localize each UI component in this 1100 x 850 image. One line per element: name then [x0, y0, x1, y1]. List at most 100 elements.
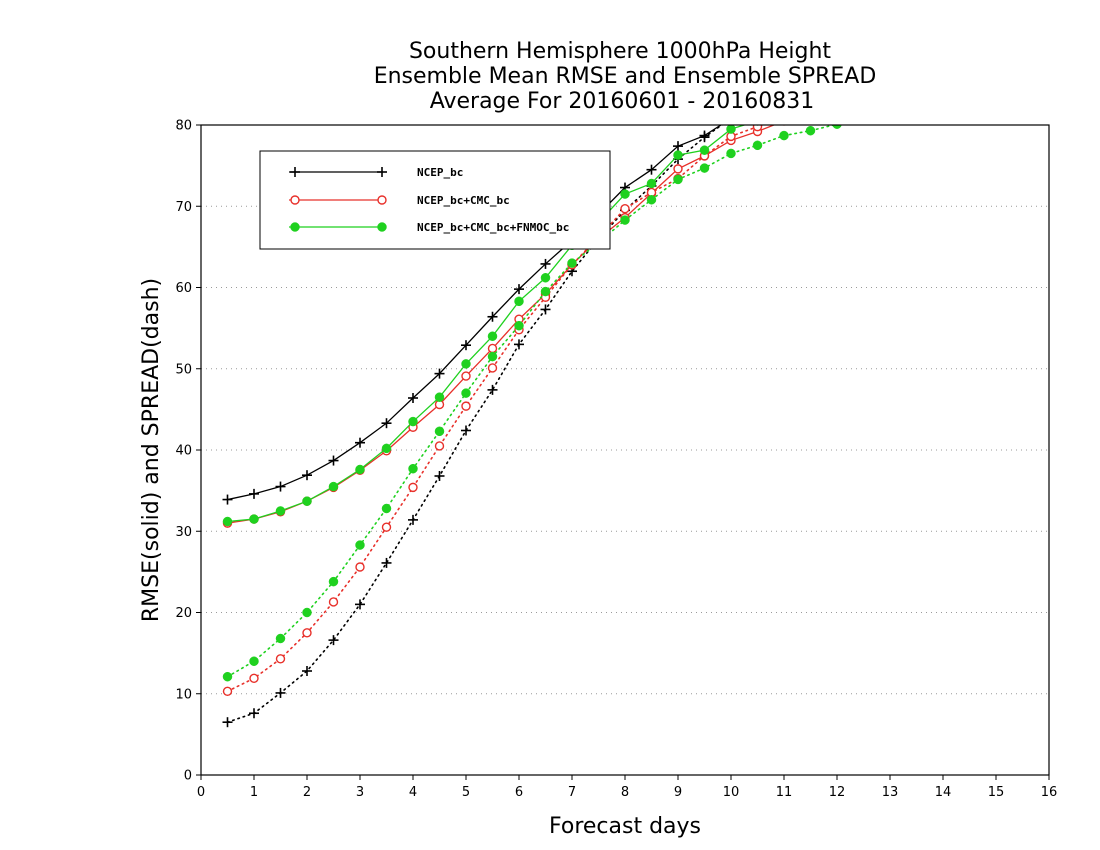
y-tick-label: 70	[175, 200, 192, 215]
legend-label: NCEP_bc+CMC_bc	[417, 194, 510, 207]
rmse-point	[673, 164, 683, 174]
legend-marker-left	[290, 167, 300, 177]
spread-point	[249, 656, 259, 666]
rmse-point	[355, 437, 365, 448]
spread-point	[567, 258, 577, 268]
spread-point	[726, 114, 736, 124]
y-tick-label: 30	[175, 525, 192, 540]
spread-point	[381, 522, 392, 532]
rmse-point	[540, 273, 551, 283]
rmse-point	[328, 481, 339, 492]
x-tick-label: 2	[303, 785, 311, 800]
spread-point	[461, 388, 471, 398]
legend-marker-left	[290, 222, 300, 232]
spread-point	[461, 425, 471, 436]
spread-point	[487, 363, 498, 373]
x-tick-label: 15	[988, 785, 1005, 800]
rmse-point	[434, 392, 445, 402]
spread-point	[540, 304, 551, 315]
spread-line-0	[226, 125, 724, 723]
y-tick-label: 80	[175, 119, 192, 134]
spread-point	[222, 671, 233, 682]
rmse-point	[355, 464, 365, 475]
legend-marker-right	[377, 222, 387, 232]
spread-point	[620, 215, 630, 225]
x-tick-label: 5	[462, 785, 470, 800]
spread-point	[699, 163, 710, 173]
x-tick-label: 9	[674, 785, 682, 800]
spread-point	[752, 140, 763, 151]
rmse-point	[514, 296, 524, 307]
rmse-point	[487, 311, 498, 322]
spread-point	[355, 599, 365, 610]
spread-point	[355, 540, 365, 550]
rmse-point	[833, 92, 842, 101]
chart-title-line-2: Ensemble Mean RMSE and Ensemble SPREAD	[374, 64, 877, 89]
spread-point	[434, 441, 445, 451]
spread-point	[249, 673, 259, 684]
rmse-point	[673, 150, 683, 160]
spread-point	[646, 195, 657, 205]
spread-point	[381, 503, 392, 514]
spread-point	[726, 148, 736, 159]
y-tick-label: 40	[175, 444, 192, 459]
spread-point	[461, 401, 471, 411]
spread-point	[487, 384, 498, 395]
x-tick-label: 4	[409, 785, 417, 800]
chart-title-line-1: Southern Hemisphere 1000hPa Height	[409, 39, 831, 64]
x-tick-label: 14	[935, 785, 952, 800]
series-2	[222, 92, 842, 682]
spread-point	[355, 562, 365, 572]
rmse-point	[673, 141, 683, 152]
spread-line-1	[226, 125, 765, 693]
rmse-point	[275, 506, 286, 516]
spread-point	[275, 687, 286, 698]
spread-point	[381, 557, 392, 568]
x-tick-label: 11	[776, 785, 793, 800]
rmse-point	[646, 178, 657, 189]
rmse-point	[381, 443, 392, 454]
x-tick-label: 3	[356, 785, 364, 800]
spread-point	[434, 471, 445, 481]
chart-title-line-3: Average For 20160601 - 20160831	[430, 89, 815, 114]
rmse-point	[781, 125, 787, 126]
rmse-point	[302, 496, 312, 506]
rmse-point	[726, 114, 736, 124]
x-tick-label: 6	[515, 785, 523, 800]
rmse-point	[514, 284, 524, 295]
rmse-point	[487, 331, 498, 341]
x-tick-label: 10	[723, 785, 740, 800]
spread-point	[514, 320, 524, 331]
y-tick-label: 10	[175, 687, 192, 702]
series-layer	[222, 92, 842, 728]
spread-point	[222, 717, 233, 728]
spread-point	[779, 130, 789, 141]
x-tick-label: 8	[621, 785, 629, 800]
x-tick-label: 7	[568, 785, 576, 800]
y-tick-label: 20	[175, 606, 192, 621]
spread-point	[540, 286, 551, 297]
x-tick-label: 13	[882, 785, 899, 800]
spread-point	[275, 633, 286, 644]
spread-point	[328, 635, 339, 646]
legend-marker-right	[377, 167, 387, 177]
spread-point	[408, 463, 418, 474]
rmse-point	[222, 516, 233, 527]
spread-point	[408, 514, 418, 525]
spread-point	[328, 597, 339, 607]
spread-point	[780, 113, 788, 121]
rmse-point	[726, 125, 736, 134]
x-tick-label: 0	[197, 785, 205, 800]
spread-point	[832, 125, 842, 129]
rmse-point	[461, 359, 471, 369]
spread-point	[514, 339, 524, 350]
y-axis-label: RMSE(solid) and SPREAD(dash)	[139, 278, 164, 622]
spread-point	[434, 426, 445, 437]
spread-point	[805, 125, 816, 136]
rmse-point	[408, 393, 418, 403]
x-tick-label: 1	[250, 785, 258, 800]
spread-point	[752, 125, 763, 132]
rmse-point	[620, 189, 630, 199]
y-tick-label: 50	[175, 362, 192, 377]
